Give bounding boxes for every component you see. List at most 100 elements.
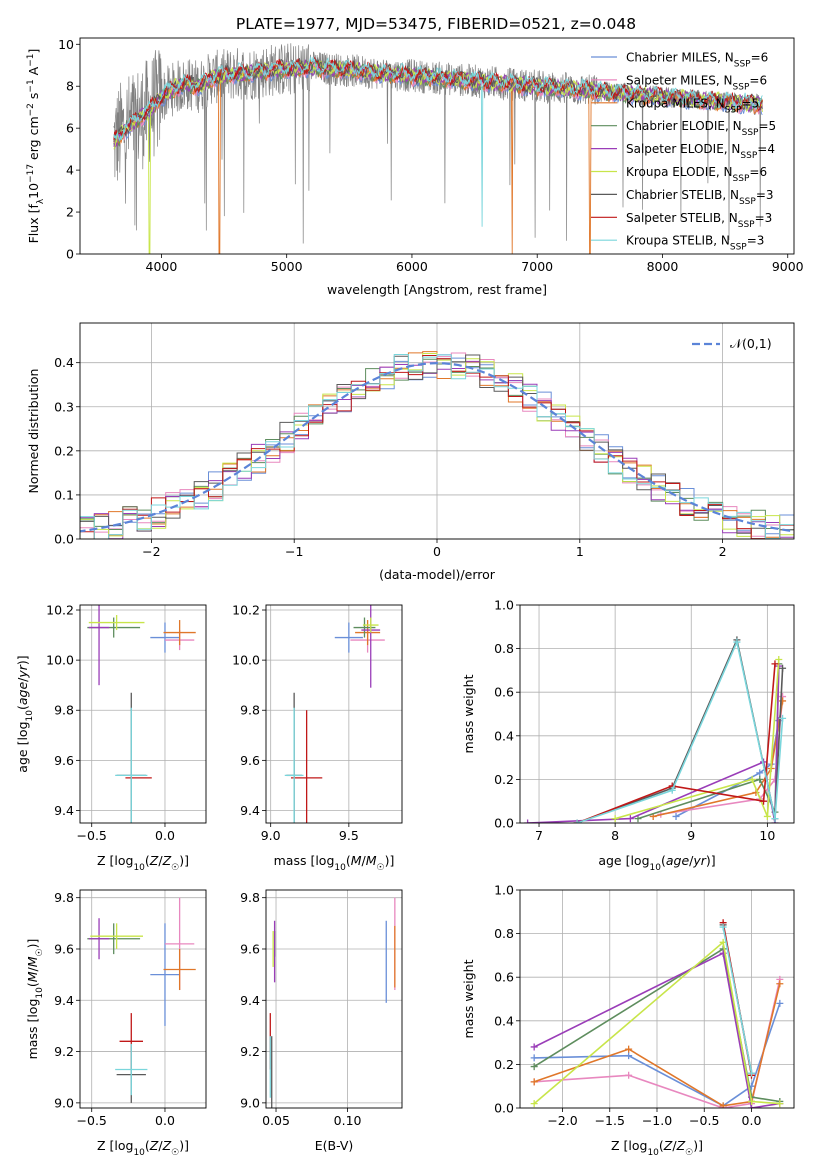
marker-chabrier-stelib [779, 664, 787, 672]
x-tick-label: 2 [719, 544, 727, 559]
line-kroupa-elodie [533, 940, 780, 1105]
marker-salpeter-elodie [530, 1043, 538, 1051]
y-tick-label: 0.2 [494, 772, 514, 787]
line-kroupa-stelib [722, 926, 753, 1074]
mass-vs-metallicity-panel: −0.5 0.0 9.0 9.2 9.4 9.6 9.8 Z [log10(Z/Z☉)] mas… [25, 889, 207, 1158]
histogram-kroupa-elodie [80, 353, 794, 537]
histogram-salpeter-stelib [80, 355, 794, 539]
x-tick-label: −0.5 [689, 1113, 719, 1128]
y-tick-label: 0.6 [494, 685, 514, 700]
y-tick-label: 9.8 [240, 890, 260, 905]
x-tick-label: −1.0 [642, 1113, 672, 1128]
x-tick-label: 8 [611, 828, 619, 843]
y-tick-label: 9.0 [240, 1095, 260, 1110]
spectrum-panel: 4000 5000 6000 7000 8000 9000 0 2 4 6 8 10 Chabrier … [26, 37, 804, 297]
x-axis-label: Z [log10(Z/Z☉)] [611, 1138, 703, 1158]
legend-label-salpeter-miles: Salpeter MILES, NSSP=6 [626, 73, 767, 92]
histogram-chabrier-miles [80, 354, 794, 539]
marker-salpeter-elodie [524, 819, 532, 823]
marker-salpeter-elodie [626, 815, 634, 823]
x-tick-label: 7 [535, 828, 543, 843]
y-tick-label: 9.4 [54, 993, 74, 1008]
marker-kroupa-elodie [748, 775, 756, 783]
legend-label-chabrier-stelib: Chabrier STELIB, NSSP=3 [626, 188, 774, 207]
x-tick-label: −1.5 [595, 1113, 625, 1128]
y-tick-label: 6 [66, 121, 74, 136]
y-tick-label: 1.0 [494, 598, 514, 613]
marker-kroupa-stelib [771, 815, 779, 823]
plot-area [269, 897, 396, 1108]
x-tick-label: 8000 [647, 259, 679, 274]
marker-salpeter-stelib [760, 797, 768, 805]
x-axis-label: Z [log10(Z/Z☉)] [97, 853, 189, 873]
marker-chabrier-elodie [530, 1063, 538, 1071]
x-tick-label: 9.0 [261, 828, 281, 843]
x-axis-label: (data-model)/error [379, 567, 496, 582]
y-tick-label: 1.0 [494, 883, 514, 898]
mass-vs-ebv-panel: 0.05 0.10 9.0 9.2 9.4 9.6 9.8 E(B-V) [240, 889, 403, 1153]
y-tick-label: 0.4 [494, 1013, 514, 1028]
marker-chabrier-elodie [756, 775, 764, 783]
x-axis-label: mass [log10(M/M☉)] [274, 853, 395, 873]
x-tick-label: 0.0 [742, 1113, 762, 1128]
axes-frame [265, 604, 403, 824]
plot-area [80, 351, 794, 539]
line-salpeter-elodie [533, 952, 780, 1108]
marker-chabrier-miles [530, 1054, 538, 1062]
y-tick-label: 0.4 [54, 355, 74, 370]
figure-title: PLATE=1977, MJD=53475, FIBERID=0521, z=0… [236, 15, 636, 33]
line-salpeter-stelib [576, 663, 776, 823]
marker-kroupa-elodie [747, 1097, 755, 1105]
y-tick-label: 9.6 [54, 941, 74, 956]
histogram-chabrier-stelib [80, 354, 794, 539]
mass-weight-vs-age-panel: 7 8 9 10 0.0 0.2 0.4 0.6 0.8 1.0 age [log10(age/yr… [461, 598, 795, 873]
y-tick-label: 9.0 [54, 1095, 74, 1110]
axes-frame [79, 37, 795, 255]
marker-salpeter-miles [625, 1071, 633, 1079]
y-tick-label: 0.2 [494, 1057, 514, 1072]
axes-frame [79, 604, 207, 824]
axes-frame [79, 889, 207, 1109]
x-axis-label: wavelength [Angstrom, rest frame] [327, 282, 547, 297]
legend-label-kroupa-stelib: Kroupa STELIB, NSSP=3 [626, 234, 764, 253]
y-tick-label: 9.8 [240, 703, 260, 718]
x-tick-label: 6000 [396, 259, 428, 274]
plot-area [284, 605, 385, 823]
x-tick-label: 9000 [772, 259, 804, 274]
y-tick-label: 9.6 [240, 941, 260, 956]
y-tick-label: 10 [58, 37, 74, 52]
marker-kroupa-stelib [573, 819, 581, 823]
y-tick-label: 10.2 [46, 603, 74, 618]
marker-salpeter-stelib [771, 660, 779, 668]
y-tick-label: 9.8 [54, 890, 74, 905]
y-tick-label: 0.1 [54, 487, 74, 502]
gaussian-reference-curve [80, 361, 794, 533]
y-tick-label: 0.6 [494, 970, 514, 985]
legend-label-kroupa-elodie: Kroupa ELODIE, NSSP=6 [626, 165, 767, 184]
y-tick-label: 9.4 [240, 993, 260, 1008]
legend-label-gaussian: 𝒩(0,1) [730, 336, 772, 351]
marker-kroupa-elodie [763, 812, 771, 820]
x-tick-label: −1 [285, 544, 303, 559]
y-tick-label: 9.6 [54, 753, 74, 768]
x-tick-label: 1 [576, 544, 584, 559]
plot-area [530, 919, 784, 1108]
model-line-kroupa-stelib [113, 55, 763, 227]
marker-kroupa-elodie [775, 656, 783, 663]
model-line-kroupa-elodie [113, 59, 763, 254]
y-axis-label: mass [log10(M/M☉)] [25, 939, 45, 1060]
marker-kroupa-stelib [719, 923, 727, 931]
plot-area [524, 636, 787, 823]
x-tick-label: 5000 [271, 259, 303, 274]
y-tick-label: 0.0 [494, 1101, 514, 1116]
x-tick-label: −2 [142, 544, 160, 559]
x-tick-label: 0.05 [262, 1113, 290, 1128]
legend-label-chabrier-elodie: Chabrier ELODIE, NSSP=5 [626, 119, 776, 138]
x-tick-label: 0 [433, 544, 441, 559]
x-tick-label: −2.0 [547, 1113, 577, 1128]
y-tick-label: 9.8 [54, 703, 74, 718]
line-kroupa-stelib [576, 639, 784, 823]
x-tick-label: 10 [759, 828, 775, 843]
marker-kroupa-miles [625, 1045, 633, 1053]
y-tick-label: 2 [66, 205, 74, 220]
